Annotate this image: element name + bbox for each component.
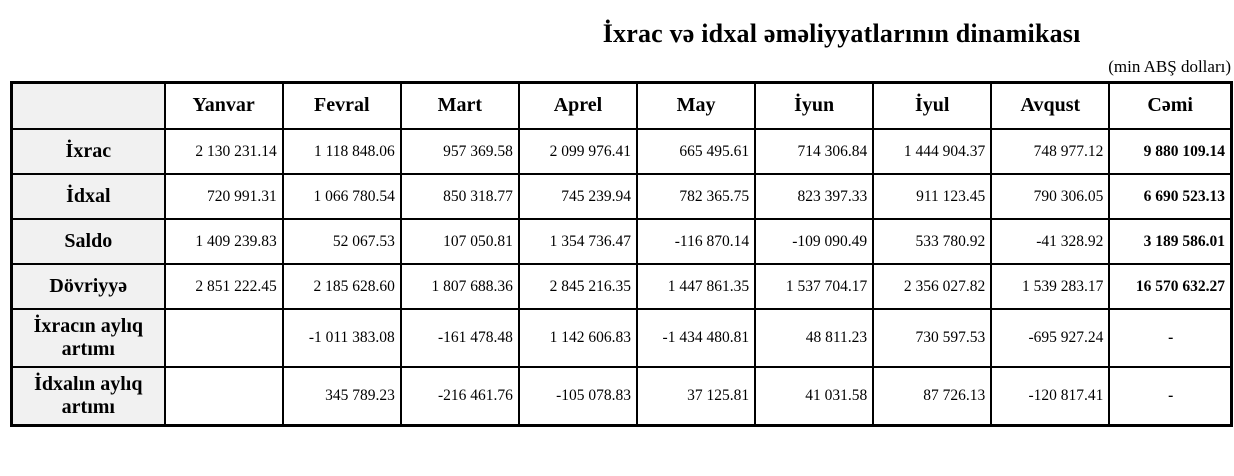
cell-i-dxal-n-ayl-q-art-m-i-yun: 41 031.58 [754, 366, 875, 427]
table-row-saldo: Saldo 1 409 239.83 52 067.53 107 050.81 1 35… [10, 218, 1233, 266]
document-header: İxrac və idxal əməliyyatlarının dinamika… [10, 0, 1233, 77]
cell-saldo-i-yun: -109 090.49 [754, 218, 875, 266]
cell-d-vriyy-avqust: 1 539 283.17 [990, 263, 1111, 311]
column-header-c-mi: Cəmi [1108, 81, 1233, 131]
cell-saldo-avqust: -41 328.92 [990, 218, 1111, 266]
row-label-i-dxal-n-ayl-q-art-m: İdxalın aylıq artımı [10, 366, 166, 427]
cell-saldo-c-mi: 3 189 586.01 [1108, 218, 1233, 266]
cell-i-dxal-i-yun: 823 397.33 [754, 173, 875, 221]
cell-i-dxal-c-mi: 6 690 523.13 [1108, 173, 1233, 221]
table-row-i-xrac: İxrac 2 130 231.14 1 118 848.06 957 369.58 2… [10, 128, 1233, 176]
cell-d-vriyy-mart: 1 807 688.36 [399, 263, 520, 311]
cell-i-xrac-n-ayl-q-art-m-yanvar [163, 308, 284, 369]
cell-d-vriyy-i-yun: 1 537 704.17 [754, 263, 875, 311]
cell-i-xrac-n-ayl-q-art-m-may: -1 434 480.81 [635, 308, 757, 369]
table-header-row: Yanvar Fevral Mart Aprel May İyun İyul Avqust Cə… [10, 81, 1233, 131]
cell-i-xrac-avqust: 748 977.12 [990, 128, 1111, 176]
column-header-fevral: Fevral [281, 81, 402, 131]
cell-i-dxal-fevral: 1 066 780.54 [281, 173, 402, 221]
cell-saldo-yanvar: 1 409 239.83 [163, 218, 284, 266]
column-header-yanvar: Yanvar [163, 81, 284, 131]
cell-i-dxal-n-ayl-q-art-m-avqust: -120 817.41 [990, 366, 1111, 427]
cell-i-dxal-n-ayl-q-art-m-may: 37 125.81 [635, 366, 757, 427]
column-header-may: May [635, 81, 757, 131]
cell-d-vriyy-aprel: 2 845 216.35 [517, 263, 639, 311]
cell-saldo-mart: 107 050.81 [399, 218, 520, 266]
table-row-i-dxal-n-ayl-q-art-m: İdxalın aylıq artımı 345 789.23 -216 461.7… [10, 366, 1233, 427]
cell-i-xrac-n-ayl-q-art-m-fevral: -1 011 383.08 [281, 308, 402, 369]
table-body: İxrac 2 130 231.14 1 118 848.06 957 369.58 2… [10, 128, 1233, 427]
row-label-i-dxal: İdxal [10, 173, 166, 221]
cell-d-vriyy-yanvar: 2 851 222.45 [163, 263, 284, 311]
cell-i-xrac-n-ayl-q-art-m-mart: -161 478.48 [399, 308, 520, 369]
export-import-table: Yanvar Fevral Mart Aprel May İyun İyul Avqust Cə… [10, 80, 1233, 427]
cell-i-xrac-n-ayl-q-art-m-avqust: -695 927.24 [990, 308, 1111, 369]
cell-i-xrac-n-ayl-q-art-m-c-mi: - [1108, 308, 1233, 369]
unit-note: (min ABŞ dolları) [1108, 56, 1231, 76]
cell-i-dxal-n-ayl-q-art-m-fevral: 345 789.23 [281, 366, 402, 427]
column-header-avqust: Avqust [990, 81, 1111, 131]
cell-d-vriyy-i-yul: 2 356 027.82 [872, 263, 993, 311]
cell-i-xrac-c-mi: 9 880 109.14 [1108, 128, 1233, 176]
cell-i-xrac-n-ayl-q-art-m-aprel: 1 142 606.83 [517, 308, 639, 369]
row-label-d-vriyy: Dövriyyə [10, 263, 166, 311]
cell-i-dxal-n-ayl-q-art-m-aprel: -105 078.83 [517, 366, 639, 427]
cell-d-vriyy-c-mi: 16 570 632.27 [1108, 263, 1233, 311]
cell-i-dxal-may: 782 365.75 [635, 173, 757, 221]
cell-i-dxal-aprel: 745 239.94 [517, 173, 639, 221]
cell-i-xrac-mart: 957 369.58 [399, 128, 520, 176]
cell-i-dxal-n-ayl-q-art-m-yanvar [163, 366, 284, 427]
cell-i-dxal-i-yul: 911 123.45 [872, 173, 993, 221]
cell-i-dxal-avqust: 790 306.05 [990, 173, 1111, 221]
cell-i-xrac-fevral: 1 118 848.06 [281, 128, 402, 176]
cell-i-dxal-yanvar: 720 991.31 [163, 173, 284, 221]
cell-saldo-fevral: 52 067.53 [281, 218, 402, 266]
cell-i-xrac-aprel: 2 099 976.41 [517, 128, 639, 176]
cell-saldo-aprel: 1 354 736.47 [517, 218, 639, 266]
cell-i-xrac-n-ayl-q-art-m-i-yul: 730 597.53 [872, 308, 993, 369]
cell-d-vriyy-may: 1 447 861.35 [635, 263, 757, 311]
row-label-i-xrac: İxrac [10, 128, 166, 176]
table-row-d-vriyy: Dövriyyə 2 851 222.45 2 185 628.60 1 807 68… [10, 263, 1233, 311]
row-label-saldo: Saldo [10, 218, 166, 266]
table-row-i-dxal: İdxal 720 991.31 1 066 780.54 850 318.77 745… [10, 173, 1233, 221]
cell-d-vriyy-fevral: 2 185 628.60 [281, 263, 402, 311]
table-title: İxrac və idxal əməliyyatlarının dinamika… [602, 19, 1081, 48]
cell-i-dxal-mart: 850 318.77 [399, 173, 520, 221]
column-header-aprel: Aprel [517, 81, 639, 131]
cell-i-dxal-n-ayl-q-art-m-i-yul: 87 726.13 [872, 366, 993, 427]
corner-cell [10, 81, 166, 131]
column-header-i-yun: İyun [754, 81, 875, 131]
table-row-i-xrac-n-ayl-q-art-m: İxracın aylıq artımı -1 011 383.08 -161 47… [10, 308, 1233, 369]
cell-i-xrac-i-yun: 714 306.84 [754, 128, 875, 176]
table-head: Yanvar Fevral Mart Aprel May İyun İyul Avqust Cə… [10, 81, 1233, 131]
column-header-mart: Mart [399, 81, 520, 131]
row-label-i-xrac-n-ayl-q-art-m: İxracın aylıq artımı [10, 308, 166, 369]
cell-i-xrac-n-ayl-q-art-m-i-yun: 48 811.23 [754, 308, 875, 369]
cell-i-dxal-n-ayl-q-art-m-c-mi: - [1108, 366, 1233, 427]
cell-i-dxal-n-ayl-q-art-m-mart: -216 461.76 [399, 366, 520, 427]
cell-i-xrac-may: 665 495.61 [635, 128, 757, 176]
column-header-i-yul: İyul [872, 81, 993, 131]
cell-saldo-i-yul: 533 780.92 [872, 218, 993, 266]
cell-i-xrac-i-yul: 1 444 904.37 [872, 128, 993, 176]
cell-i-xrac-yanvar: 2 130 231.14 [163, 128, 284, 176]
cell-saldo-may: -116 870.14 [635, 218, 757, 266]
